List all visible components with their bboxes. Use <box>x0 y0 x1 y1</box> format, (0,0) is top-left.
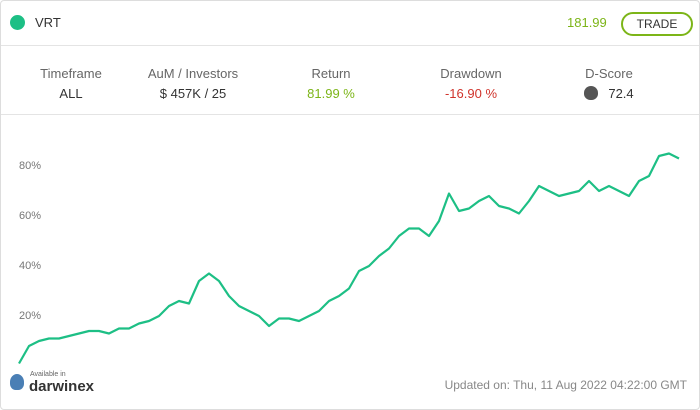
y-tick-label: 80% <box>19 160 41 172</box>
stat: D-Score 72.4 <box>539 66 679 101</box>
y-tick-label: 40% <box>19 260 41 272</box>
header: VRT 181.99 TRADE <box>1 1 699 46</box>
dscore-value: 72.4 <box>608 86 634 101</box>
stat-value: -16.90 % <box>444 86 498 101</box>
stats: Timeframe ALL AuM / Investors $ 457K / 25 … <box>1 46 699 115</box>
trade-button[interactable]: TRADE <box>621 12 693 36</box>
stat-value: 72.4 <box>539 86 679 101</box>
stat-label: Return <box>311 66 351 81</box>
stat-value: $ 457K / 25 <box>159 86 227 101</box>
stat: AuM / Investors $ 457K / 25 <box>123 66 263 101</box>
symbol: VRT <box>35 15 61 30</box>
brand: darwinex <box>29 378 95 395</box>
stat-value: ALL <box>59 86 83 101</box>
stat-label: AuM / Investors <box>147 66 239 81</box>
line <box>18 152 680 365</box>
available-text: Available in <box>30 371 66 378</box>
y-tick-label: 20% <box>19 310 41 322</box>
stat: Return 81.99 % <box>261 66 401 101</box>
price: 181.99 <box>567 15 607 30</box>
stat-label: D-Score <box>585 66 633 81</box>
dscore-icon <box>584 86 599 100</box>
stat-value: 81.99 % <box>307 86 355 101</box>
y-tick-label: 60% <box>19 210 41 222</box>
stat-label: Drawdown <box>440 66 502 81</box>
brand-icon <box>10 374 24 390</box>
status-dot <box>10 15 25 30</box>
stat: Drawdown -16.90 % <box>401 66 541 101</box>
stat-label: Timeframe <box>40 66 102 81</box>
stat: Timeframe ALL <box>1 66 141 101</box>
updated: Updated on: Thu, 11 Aug 2022 04:22:00 GM… <box>444 378 687 392</box>
